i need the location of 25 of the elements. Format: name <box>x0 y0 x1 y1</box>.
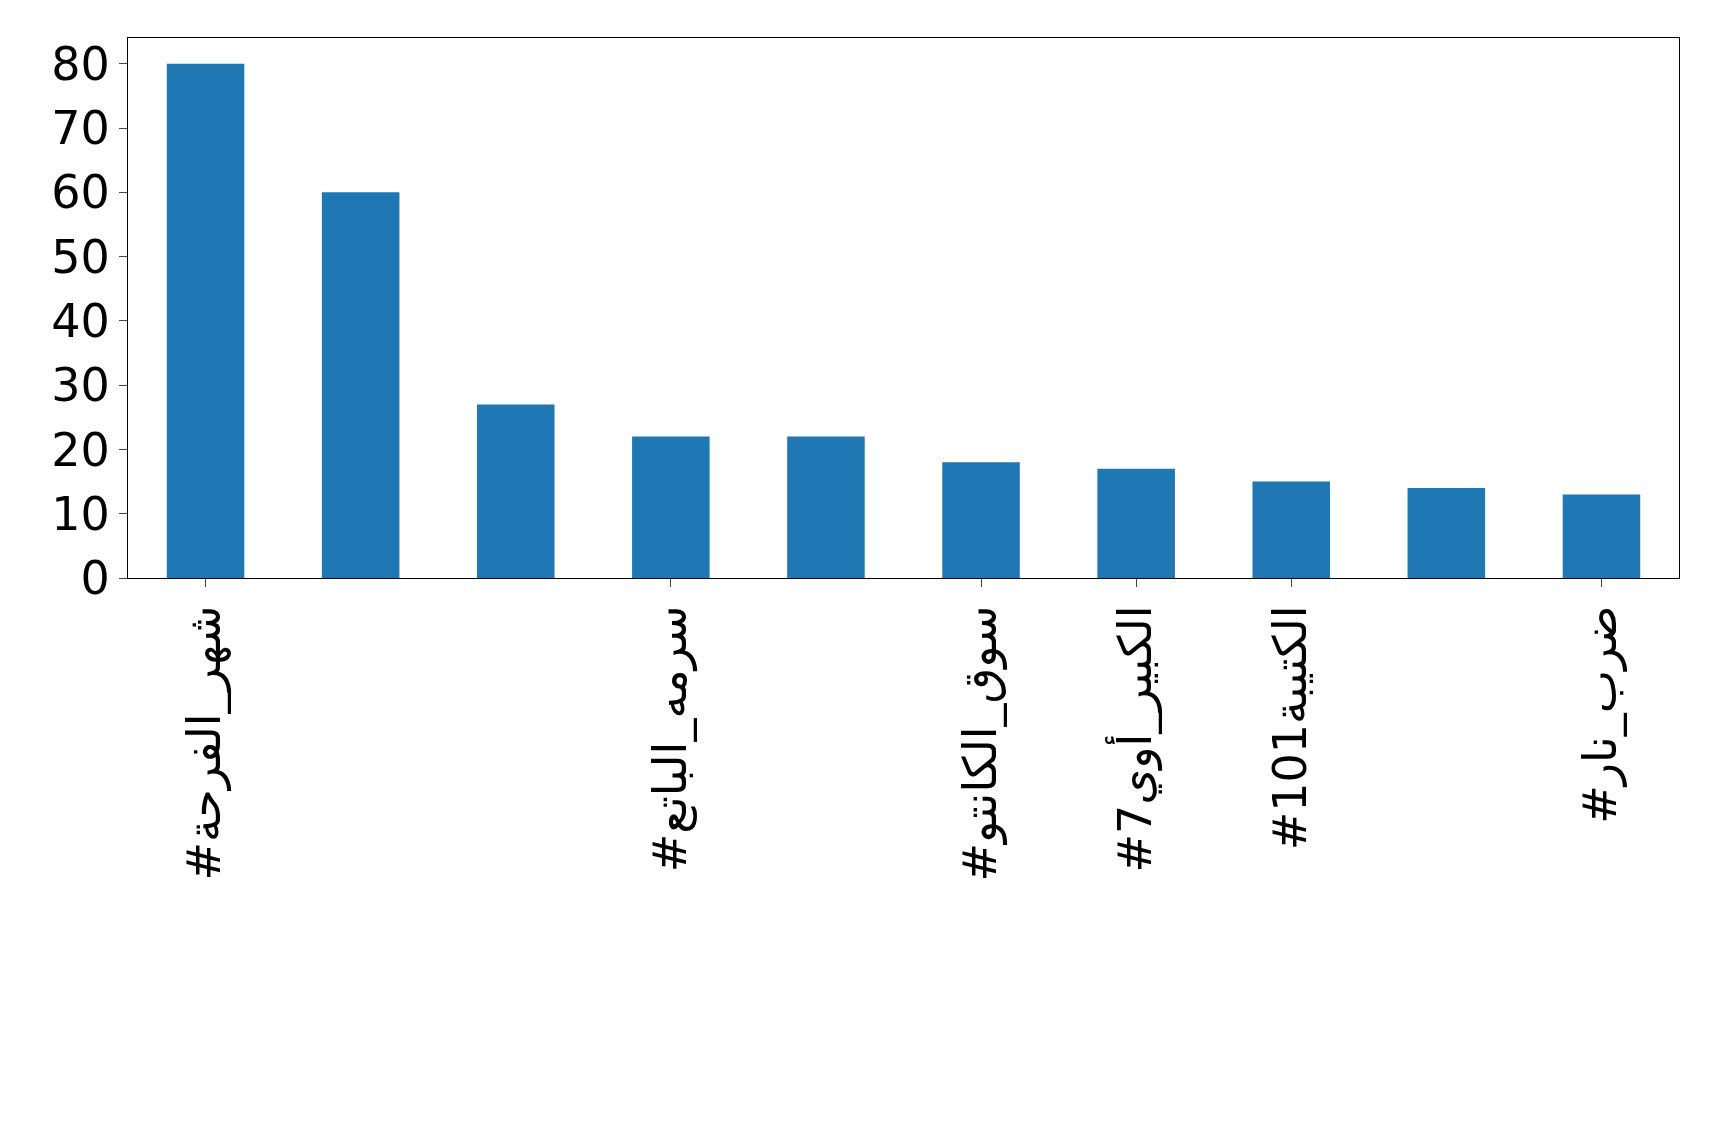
bar <box>1407 488 1486 578</box>
x-tick-label: #الكبير_أوي7 <box>1105 605 1164 873</box>
y-tick-label: 80 <box>51 36 110 91</box>
y-tick-label: 50 <box>51 229 110 284</box>
x-tick-label: #الكتيبة101 <box>1263 605 1318 851</box>
x-tick-label: #ضرب_نار <box>1573 605 1629 824</box>
y-tick-label: 40 <box>51 293 110 348</box>
bar <box>1562 494 1641 578</box>
x-tick-label: #سرمه_الباتع <box>642 605 698 873</box>
y-tick-label: 60 <box>51 165 110 220</box>
y-tick-label: 10 <box>51 486 110 541</box>
y-tick-label: 70 <box>51 101 110 156</box>
bar <box>321 192 400 578</box>
y-tick-label: 20 <box>51 422 110 477</box>
bar <box>1097 468 1175 578</box>
x-tick-label: #سوق_الكانتو <box>953 605 1008 882</box>
bar <box>942 462 1020 578</box>
y-tick-label: 30 <box>51 358 110 413</box>
y-tick-label: 0 <box>80 551 110 606</box>
x-tick-label: #شهر_الفرحة <box>177 605 233 881</box>
bar <box>632 436 710 578</box>
bar <box>476 404 555 578</box>
bar <box>1252 481 1331 578</box>
bar <box>166 63 245 578</box>
bar <box>787 436 865 578</box>
